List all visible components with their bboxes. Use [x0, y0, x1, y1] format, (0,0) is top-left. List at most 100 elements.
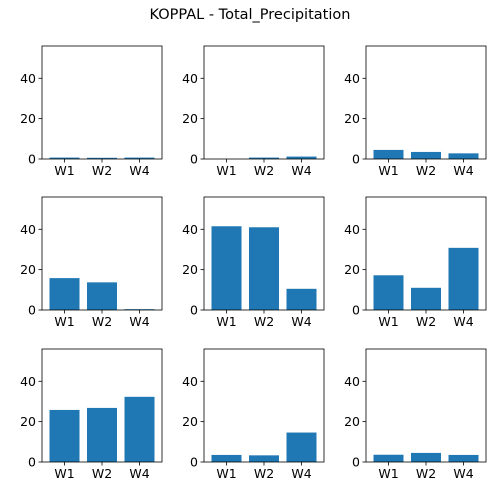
- bar-w2: [87, 157, 117, 159]
- y-tick-label: 0: [190, 152, 198, 167]
- y-tick-label: 20: [344, 111, 360, 126]
- axes-frame: [365, 196, 487, 311]
- axes-frame: [365, 348, 487, 463]
- x-tick-label: W2: [254, 314, 274, 329]
- subplot-5: W1 W2 W4 0 20 40: [182, 196, 325, 329]
- x-tick-label: W4: [453, 163, 473, 178]
- y-tick-label: 20: [20, 111, 36, 126]
- bar-w4: [286, 288, 317, 310]
- axes-frame: [203, 45, 325, 160]
- x-tick-label: W4: [453, 466, 473, 481]
- chart-title: KOPPAL - Total_Precipitation: [149, 7, 351, 23]
- y-tick-label: 20: [182, 414, 198, 429]
- axes-frame: [203, 196, 325, 311]
- x-tick-label: W4: [129, 466, 149, 481]
- y-tick-label: 0: [28, 152, 36, 167]
- subplot-3: W1 W2 W4 0 20 40: [344, 45, 487, 178]
- x-tick-label: W2: [92, 466, 112, 481]
- axes-frame: [41, 196, 163, 311]
- x-tick-label: W1: [216, 163, 236, 178]
- y-tick-label: 20: [20, 262, 36, 277]
- y-tick-label: 40: [182, 71, 198, 86]
- x-tick-label: W1: [216, 466, 236, 481]
- y-tick-label: 20: [182, 262, 198, 277]
- subplot-4: W1 W2 W4 0 20 40: [20, 196, 163, 329]
- x-tick-label: W1: [54, 163, 74, 178]
- axes-frame: [203, 348, 325, 463]
- y-tick-label: 40: [20, 222, 36, 237]
- bar-w2: [249, 157, 279, 159]
- y-tick-label: 0: [352, 152, 360, 167]
- x-tick-label: W4: [129, 163, 149, 178]
- x-tick-label: W2: [254, 466, 274, 481]
- x-tick-label: W4: [129, 314, 149, 329]
- y-tick-label: 20: [20, 414, 36, 429]
- x-tick-label: W2: [416, 163, 436, 178]
- x-tick-label: W4: [291, 314, 311, 329]
- bar-w2: [87, 282, 117, 310]
- x-tick-label: W1: [216, 314, 236, 329]
- bar-w2: [87, 407, 117, 462]
- subplot-1: W1 W2 W4 0 20 40: [20, 45, 163, 178]
- axes-frame: [41, 348, 163, 463]
- bar-w2: [411, 151, 441, 159]
- x-tick-label: W2: [92, 163, 112, 178]
- y-tick-label: 40: [20, 374, 36, 389]
- subplot-7: W1 W2 W4 0 20 40: [20, 348, 163, 481]
- bar-w1: [49, 409, 80, 462]
- bar-w1: [373, 275, 404, 310]
- y-tick-label: 20: [344, 414, 360, 429]
- bar-w2: [411, 287, 441, 310]
- subplot-2: W1 W2 W4 0 20 40: [182, 45, 325, 178]
- bar-w2: [411, 452, 441, 462]
- y-tick-label: 0: [352, 455, 360, 470]
- y-tick-label: 20: [182, 111, 198, 126]
- y-tick-label: 40: [344, 222, 360, 237]
- bar-w4: [124, 157, 155, 159]
- x-tick-label: W2: [92, 314, 112, 329]
- bar-w4: [448, 454, 479, 462]
- bar-w1: [373, 454, 404, 462]
- x-tick-label: W2: [416, 314, 436, 329]
- x-tick-label: W4: [291, 163, 311, 178]
- bar-w1: [49, 278, 80, 310]
- x-tick-label: W1: [54, 466, 74, 481]
- x-tick-label: W1: [378, 314, 398, 329]
- y-tick-label: 40: [20, 71, 36, 86]
- x-tick-label: W4: [453, 314, 473, 329]
- bar-w2: [249, 455, 279, 462]
- bar-w4: [124, 309, 155, 310]
- axes-frame: [41, 45, 163, 160]
- y-tick-label: 40: [182, 222, 198, 237]
- subplot-9: W1 W2 W4 0 20 40: [344, 348, 487, 481]
- y-tick-label: 0: [190, 455, 198, 470]
- y-tick-label: 40: [182, 374, 198, 389]
- bar-w2: [249, 227, 279, 310]
- x-tick-label: W1: [378, 466, 398, 481]
- subplot-6: W1 W2 W4 0 20 40: [344, 196, 487, 329]
- y-tick-label: 40: [344, 374, 360, 389]
- bar-w1: [211, 226, 242, 310]
- y-tick-label: 20: [344, 262, 360, 277]
- bar-w1: [211, 454, 242, 462]
- x-tick-label: W2: [416, 466, 436, 481]
- subplot-8: W1 W2 W4 0 20 40: [182, 348, 325, 481]
- y-tick-label: 40: [344, 71, 360, 86]
- bar-w4: [286, 156, 317, 159]
- y-tick-label: 0: [28, 303, 36, 318]
- bar-w4: [448, 247, 479, 310]
- y-tick-label: 0: [352, 303, 360, 318]
- y-tick-label: 0: [190, 303, 198, 318]
- y-tick-label: 0: [28, 455, 36, 470]
- x-tick-label: W1: [54, 314, 74, 329]
- x-tick-label: W1: [378, 163, 398, 178]
- axes-frame: [365, 45, 487, 160]
- bar-w1: [373, 149, 404, 159]
- bar-w4: [286, 432, 317, 462]
- x-tick-label: W2: [254, 163, 274, 178]
- bar-w4: [448, 153, 479, 159]
- bar-w4: [124, 396, 155, 462]
- x-tick-label: W4: [291, 466, 311, 481]
- bar-w1: [49, 157, 80, 159]
